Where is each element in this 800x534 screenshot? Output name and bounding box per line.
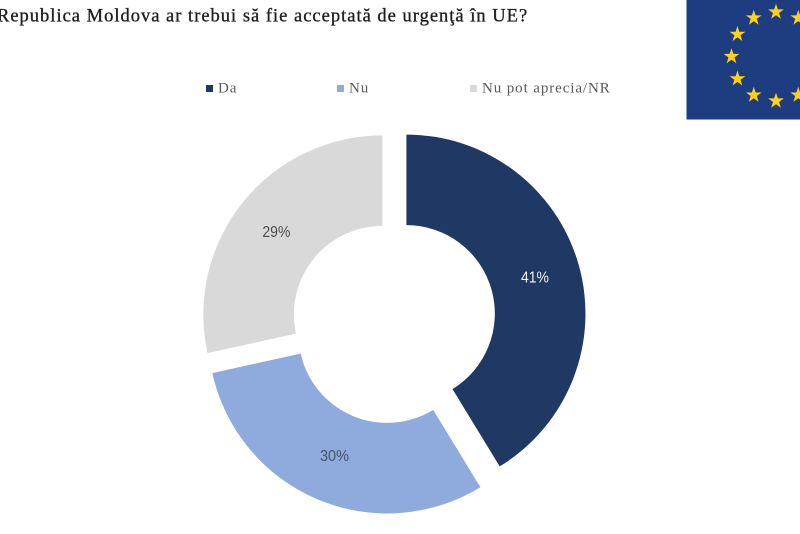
svg-text:29%: 29% [262,224,290,241]
svg-text:41%: 41% [521,269,549,286]
svg-text:Da: Da [218,81,237,97]
svg-text:Nu pot aprecia/NR: Nu pot aprecia/NR [482,81,611,97]
svg-text:30%: 30% [320,448,349,465]
svg-text:Republica Moldova ar trebui să: Republica Moldova ar trebui să fie accep… [0,7,528,27]
svg-text:Nu: Nu [349,81,369,97]
